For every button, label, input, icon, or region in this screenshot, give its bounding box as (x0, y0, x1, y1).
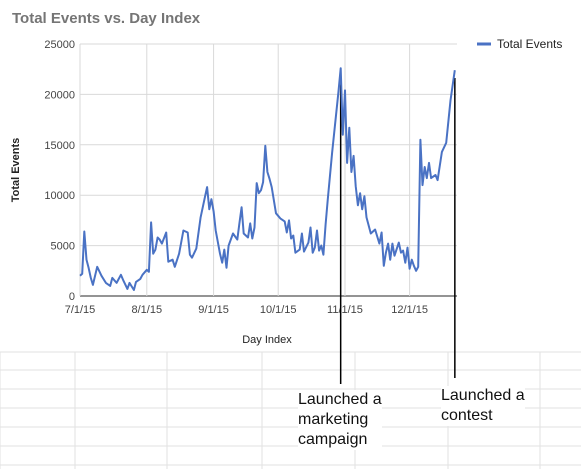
x-tick-label: 12/1/15 (391, 304, 428, 316)
y-axis-ticks: 0 5000 10000 15000 20000 25000 (44, 39, 75, 303)
x-tick-label: 7/1/15 (65, 304, 96, 316)
annotation-marketing-campaign: Launched a marketing campaign (298, 390, 382, 450)
x-tick-label: 10/1/15 (260, 304, 297, 316)
y-tick-label: 0 (69, 291, 75, 303)
x-tick-label: 11/1/15 (327, 304, 363, 316)
legend[interactable]: Total Events (477, 37, 562, 51)
legend-label: Total Events (497, 37, 562, 51)
chart-gridlines (79, 43, 457, 297)
y-tick-label: 10000 (44, 190, 75, 202)
annotation-contest: Launched a contest (441, 386, 525, 426)
annotation-line: campaign (298, 431, 368, 448)
annotation-line: Launched a (298, 391, 382, 408)
x-tick-label: 9/1/15 (198, 304, 229, 316)
x-tick-label: 8/1/15 (131, 304, 162, 316)
y-axis-title: Total Events (10, 138, 22, 203)
annotation-line: marketing (298, 411, 369, 428)
x-axis-title: Day Index (242, 334, 292, 346)
annotation-line: Launched a (441, 387, 525, 404)
x-axis-ticks: 7/1/15 8/1/15 9/1/15 10/1/15 11/1/15 12/1/15 (65, 304, 428, 316)
annotation-lines (339, 78, 456, 384)
y-tick-label: 5000 (51, 241, 75, 253)
y-tick-label: 20000 (44, 89, 75, 101)
y-tick-label: 15000 (44, 140, 75, 152)
series-line-total-events (79, 67, 456, 291)
chart-title: Total Events vs. Day Index (12, 10, 201, 27)
y-tick-label: 25000 (44, 39, 75, 51)
annotation-line: contest (441, 407, 493, 424)
